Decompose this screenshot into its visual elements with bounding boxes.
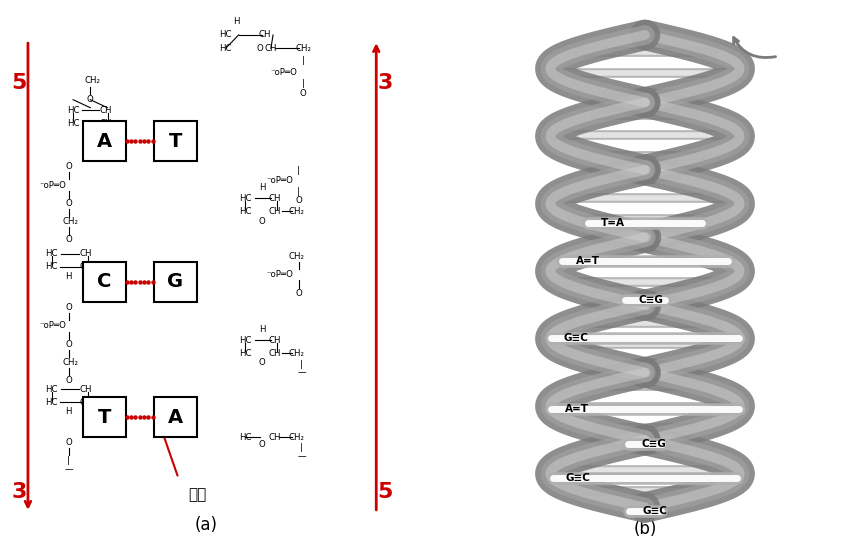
Text: HC: HC [46, 384, 58, 394]
Text: CH: CH [80, 398, 92, 407]
Text: O: O [65, 376, 72, 385]
Text: 氮鍵: 氮鍵 [188, 487, 207, 502]
Text: (a): (a) [195, 516, 218, 534]
Text: O: O [259, 358, 266, 367]
Text: HC: HC [239, 349, 251, 358]
Text: O: O [65, 199, 72, 208]
Text: CH: CH [80, 384, 92, 394]
Text: ⁻oP═O: ⁻oP═O [39, 321, 66, 330]
Text: CH₂: CH₂ [84, 76, 101, 85]
Text: CH: CH [258, 30, 271, 39]
Text: O: O [65, 236, 72, 244]
Text: C≡G: C≡G [638, 295, 663, 305]
Text: CH: CH [265, 44, 277, 53]
Text: HC: HC [219, 44, 232, 53]
FancyBboxPatch shape [154, 262, 196, 302]
Text: A=T: A=T [565, 404, 589, 414]
Text: CH₂: CH₂ [63, 217, 79, 226]
FancyBboxPatch shape [83, 121, 126, 161]
Text: O: O [65, 340, 72, 349]
Text: HC: HC [219, 30, 232, 39]
Text: —: — [64, 465, 73, 474]
Text: |: | [302, 56, 304, 65]
Text: CH₂: CH₂ [289, 252, 304, 261]
Text: ⁻oP═O: ⁻oP═O [266, 270, 293, 279]
Text: A=T: A=T [575, 255, 599, 265]
FancyBboxPatch shape [83, 262, 126, 302]
Text: H: H [65, 272, 72, 281]
Text: H: H [65, 408, 72, 416]
Text: T=A: T=A [601, 218, 625, 228]
Text: O: O [65, 438, 72, 447]
Text: HC: HC [239, 194, 251, 203]
Text: CH: CH [269, 433, 281, 442]
Text: HC: HC [46, 249, 58, 258]
Text: |: | [67, 456, 71, 465]
Text: O: O [259, 440, 266, 449]
Text: O: O [65, 162, 72, 171]
Text: G≡C: G≡C [566, 473, 591, 483]
Text: CH: CH [99, 106, 112, 115]
Text: A: A [168, 408, 183, 427]
Text: O: O [257, 44, 263, 53]
Text: CH: CH [269, 349, 281, 358]
Text: T: T [97, 408, 111, 427]
Text: —: — [298, 369, 306, 378]
Text: T: T [169, 132, 182, 150]
Text: 5: 5 [12, 73, 27, 93]
Text: G≡C: G≡C [564, 332, 589, 342]
Text: O: O [300, 89, 306, 98]
Text: CH: CH [269, 194, 281, 203]
Text: —: — [298, 452, 306, 462]
Text: O: O [296, 196, 302, 205]
Text: O: O [87, 95, 94, 104]
FancyBboxPatch shape [83, 397, 126, 437]
Text: CH: CH [80, 249, 92, 258]
FancyBboxPatch shape [154, 397, 196, 437]
Text: |: | [300, 444, 304, 452]
Text: H: H [87, 130, 94, 139]
Text: O: O [259, 217, 266, 226]
Text: HC: HC [239, 207, 251, 216]
Text: ⁻oP═O: ⁻oP═O [39, 181, 66, 190]
Text: CH: CH [269, 207, 281, 216]
FancyBboxPatch shape [154, 121, 196, 161]
Text: H: H [259, 183, 266, 192]
Text: |: | [298, 187, 300, 196]
Text: HC: HC [67, 119, 79, 128]
Text: HC: HC [67, 106, 79, 115]
Text: O: O [65, 303, 72, 312]
Text: HC: HC [239, 336, 251, 345]
Text: (b): (b) [633, 520, 657, 538]
Text: |: | [298, 166, 300, 175]
Text: CH: CH [269, 336, 281, 345]
Text: 3: 3 [12, 482, 27, 502]
Text: CH₂: CH₂ [289, 207, 304, 216]
Text: CH₂: CH₂ [295, 44, 311, 53]
Text: 3: 3 [378, 73, 392, 93]
Text: ⁻oP═O: ⁻oP═O [270, 67, 298, 77]
Text: HC: HC [46, 398, 58, 407]
Text: H: H [259, 325, 266, 334]
Text: C: C [97, 272, 112, 291]
Text: CH: CH [80, 263, 92, 272]
Text: |: | [300, 359, 304, 369]
Text: H: H [233, 17, 240, 26]
Text: G≡C: G≡C [642, 506, 667, 516]
Text: CH₂: CH₂ [63, 358, 79, 367]
Text: ⁻oP═O: ⁻oP═O [266, 176, 293, 185]
Text: CH₂: CH₂ [289, 349, 304, 358]
Text: HC: HC [46, 263, 58, 272]
Text: CH: CH [99, 119, 112, 128]
Text: 5: 5 [378, 482, 392, 502]
Text: HC: HC [239, 433, 251, 442]
Text: CH₂: CH₂ [289, 433, 304, 442]
Text: A: A [96, 132, 112, 150]
Text: O: O [296, 289, 302, 298]
Text: G: G [167, 272, 183, 291]
Text: C≡G: C≡G [642, 439, 666, 448]
Text: |: | [302, 79, 304, 88]
